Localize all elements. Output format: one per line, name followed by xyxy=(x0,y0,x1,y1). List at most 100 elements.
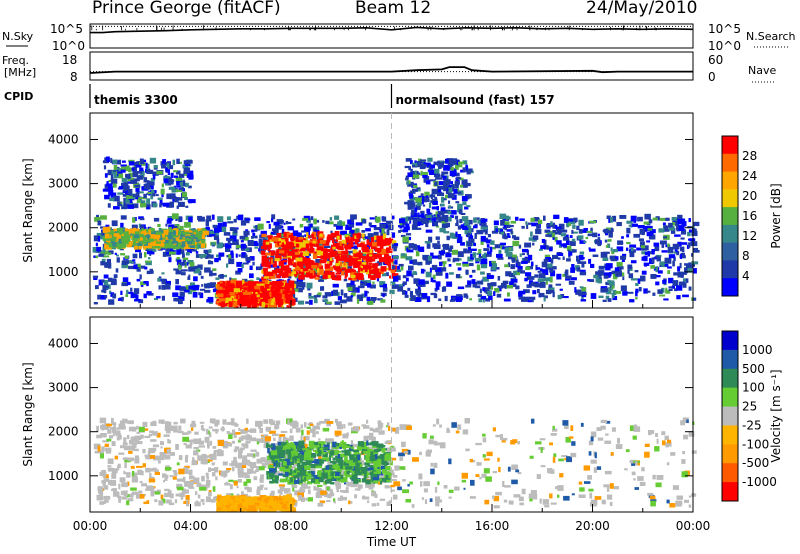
heatmap-cell xyxy=(132,194,136,197)
heatmap-cell xyxy=(657,289,663,294)
heatmap-cell xyxy=(169,475,174,478)
heatmap-cell xyxy=(474,223,478,226)
heatmap-cell xyxy=(272,433,279,437)
heatmap-cell xyxy=(439,192,445,196)
heatmap-cell xyxy=(612,249,618,253)
heatmap-cell xyxy=(176,246,183,249)
heatmap-cell xyxy=(282,256,290,259)
heatmap-cell xyxy=(438,181,446,185)
heatmap-cell xyxy=(401,253,406,257)
heatmap-cell xyxy=(688,238,695,241)
heatmap-cell xyxy=(420,166,424,169)
heatmap-cell xyxy=(375,274,380,279)
heatmap-cell xyxy=(485,298,491,302)
heatmap-cell xyxy=(120,215,127,220)
heatmap-cell xyxy=(209,468,216,471)
heatmap-cell xyxy=(176,181,182,186)
heatmap-cell xyxy=(415,288,422,294)
heatmap-cell xyxy=(337,253,342,258)
heatmap-cell xyxy=(393,276,399,282)
heatmap-cell xyxy=(261,302,266,308)
heatmap-cell xyxy=(393,255,399,259)
heatmap-cell xyxy=(320,286,325,291)
heatmap-cell xyxy=(371,436,376,442)
heatmap-cell xyxy=(251,229,255,233)
heatmap-cell xyxy=(434,196,438,202)
heatmap-cell xyxy=(388,425,391,431)
heatmap-cell xyxy=(506,229,513,232)
heatmap-cell xyxy=(640,245,646,249)
heatmap-cell xyxy=(206,476,209,480)
heatmap-cell xyxy=(275,299,280,304)
heatmap-cell xyxy=(218,256,221,261)
heatmap-cell xyxy=(112,432,115,437)
heatmap-cell xyxy=(100,261,105,266)
heatmap-cell xyxy=(256,266,263,270)
heatmap-cell xyxy=(125,196,129,202)
heatmap-cell xyxy=(134,228,140,234)
heatmap-cell xyxy=(171,213,179,219)
heatmap-cell xyxy=(497,257,504,260)
heatmap-cell xyxy=(165,280,171,286)
heatmap-cell xyxy=(283,222,286,225)
heatmap-cell xyxy=(380,241,387,246)
heatmap-cell xyxy=(354,494,358,499)
heatmap-cell xyxy=(610,247,613,252)
heatmap-cell xyxy=(539,268,543,272)
heatmap-cell xyxy=(515,285,520,290)
heatmap-cell xyxy=(209,453,217,460)
heatmap-cell xyxy=(478,298,483,303)
heatmap-cell xyxy=(263,295,270,300)
heatmap-cell xyxy=(411,273,414,278)
heatmap-cell xyxy=(341,250,349,255)
heatmap-cell xyxy=(107,277,113,282)
heatmap-cell xyxy=(295,236,301,240)
heatmap-cell xyxy=(119,425,126,430)
heatmap-cell xyxy=(316,487,321,491)
heatmap-cell xyxy=(525,266,531,271)
heatmap-cell xyxy=(517,268,523,273)
heatmap-cell xyxy=(184,468,189,474)
heatmap-cell xyxy=(387,221,393,225)
heatmap-cell xyxy=(143,501,147,505)
heatmap-cell xyxy=(104,238,112,241)
heatmap-cell xyxy=(338,240,342,247)
heatmap-cell xyxy=(366,419,369,424)
heatmap-cell xyxy=(571,264,575,270)
heatmap-cell xyxy=(184,465,190,469)
heatmap-cell xyxy=(299,242,306,248)
heatmap-cell xyxy=(117,159,121,165)
heatmap-cell xyxy=(95,255,98,259)
heatmap-cell xyxy=(566,223,570,228)
heatmap-cell xyxy=(186,499,189,505)
heatmap-cell xyxy=(189,441,193,446)
heatmap-cell xyxy=(101,230,106,236)
heatmap-cell xyxy=(169,452,175,456)
heatmap-cell xyxy=(542,269,549,275)
heatmap-cell xyxy=(367,282,372,287)
heatmap-cell xyxy=(184,481,190,487)
heatmap-cell xyxy=(443,183,447,189)
heatmap-cell xyxy=(663,298,669,301)
heatmap-cell xyxy=(330,446,333,450)
heatmap-cell xyxy=(140,225,145,230)
heatmap-cell xyxy=(675,218,678,224)
heatmap-cell xyxy=(99,452,104,459)
heatmap-cell xyxy=(117,298,122,301)
heatmap-cell xyxy=(215,277,220,280)
heatmap-cell xyxy=(207,254,214,259)
heatmap-cell xyxy=(422,204,426,207)
heatmap-cell xyxy=(254,287,260,292)
heatmap-cell xyxy=(193,276,198,282)
heatmap-cell xyxy=(174,499,178,504)
heatmap-cell xyxy=(381,272,387,277)
heatmap-cell xyxy=(259,278,263,282)
heatmap-cell xyxy=(676,295,681,300)
heatmap-cell xyxy=(198,240,201,243)
heatmap-cell xyxy=(249,471,257,474)
heatmap-cell xyxy=(136,175,143,180)
heatmap-cell xyxy=(435,281,441,287)
heatmap-cell xyxy=(168,178,173,182)
heatmap-cell xyxy=(649,258,654,265)
heatmap-cell xyxy=(458,161,465,164)
